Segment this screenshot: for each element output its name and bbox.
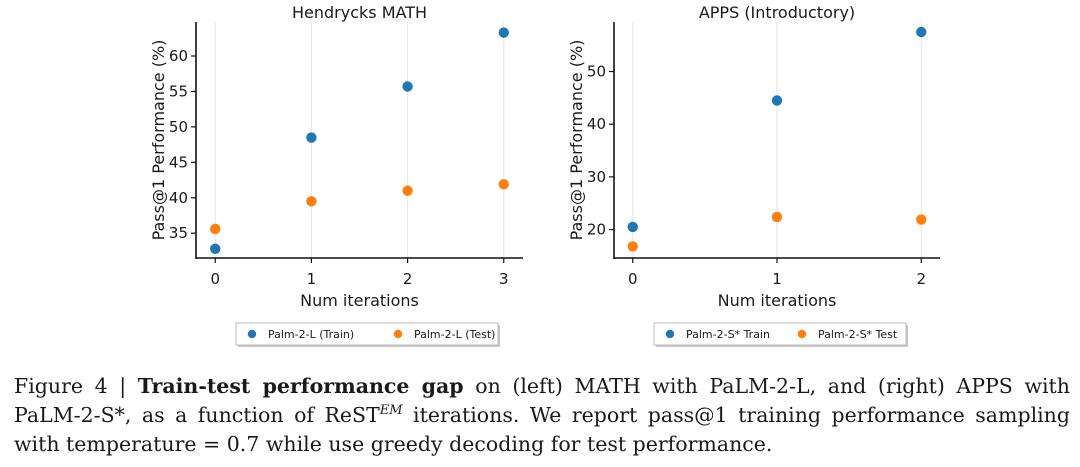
apps-y-tick-label: 40 bbox=[587, 115, 606, 133]
apps-y-tick-label: 20 bbox=[587, 221, 606, 239]
apps-y-axis-label: Pass@1 Performance (%) bbox=[567, 40, 586, 241]
apps-x-axis-label: Num iterations bbox=[718, 291, 837, 310]
apps-legend: Palm-2-S* Train Palm-2-S* Test bbox=[653, 322, 908, 347]
apps-x-tick-label: 2 bbox=[916, 270, 926, 288]
caption-text-part1: on (left) MATH with PaLM-2-L, and (right… bbox=[14, 374, 1070, 427]
math-x-axis-label: Num iterations bbox=[300, 291, 419, 310]
apps-chart: 20 30 40 50 0 1 2 APPS (Introductory) Num iterat… bbox=[567, 3, 940, 347]
math-legend-label-train: Palm-2-L (Train) bbox=[268, 328, 354, 341]
math-x-tick-label: 2 bbox=[403, 270, 413, 288]
apps-point-train bbox=[627, 221, 638, 233]
math-y-tick-label: 50 bbox=[169, 118, 188, 136]
math-legend-box bbox=[235, 322, 499, 346]
apps-chart-title: APPS (Introductory) bbox=[699, 3, 855, 22]
apps-x-tick-label: 0 bbox=[628, 270, 638, 288]
math-y-tick-label: 45 bbox=[169, 153, 188, 171]
apps-legend-box bbox=[653, 322, 907, 346]
apps-y-tick-label: 30 bbox=[587, 168, 606, 186]
apps-x-tick-label: 1 bbox=[772, 270, 782, 288]
apps-point-train bbox=[771, 95, 783, 106]
math-point-train bbox=[210, 243, 221, 254]
math-point-test bbox=[402, 185, 413, 196]
math-legend-marker-test bbox=[393, 329, 403, 339]
math-chart-title: Hendrycks MATH bbox=[292, 3, 427, 22]
math-point-train bbox=[306, 132, 317, 143]
apps-point-test bbox=[771, 211, 783, 223]
math-point-test bbox=[210, 223, 221, 235]
math-x-tick-label: 1 bbox=[307, 270, 317, 288]
apps-legend-label-test: Palm-2-S* Test bbox=[818, 328, 898, 341]
math-x-tick-label: 0 bbox=[210, 270, 220, 288]
math-point-test bbox=[306, 196, 317, 207]
apps-y-tick-label: 50 bbox=[587, 63, 606, 81]
math-y-tick-label: 60 bbox=[169, 47, 188, 65]
apps-point-train bbox=[916, 26, 927, 38]
math-y-tick-label: 40 bbox=[169, 189, 188, 207]
apps-legend-label-train: Palm-2-S* Train bbox=[686, 328, 770, 341]
math-point-train bbox=[402, 81, 413, 92]
math-legend: Palm-2-L (Train) Palm-2-L (Test) bbox=[235, 322, 500, 347]
math-y-tick-label: 55 bbox=[169, 82, 188, 100]
math-point-train bbox=[498, 27, 509, 38]
caption-superscript: EM bbox=[379, 403, 403, 419]
caption-bold-heading: Train-test performance gap bbox=[137, 374, 464, 398]
caption-prefix: Figure 4 | bbox=[14, 374, 138, 398]
math-x-tick-label: 3 bbox=[499, 270, 509, 288]
apps-point-test bbox=[916, 214, 927, 225]
apps-point-test bbox=[627, 241, 638, 252]
math-point-test bbox=[498, 179, 509, 190]
math-chart: 35 40 45 50 55 60 0 1 2 3 Hendrycks MATH Num iterat… bbox=[149, 3, 523, 347]
apps-legend-marker-train bbox=[665, 329, 675, 339]
caption-text-part2: iterations. We report pass@1 training pe… bbox=[14, 403, 1071, 456]
apps-legend-marker-test bbox=[797, 329, 807, 339]
math-y-tick-label: 35 bbox=[169, 224, 188, 242]
figure-caption: Figure 4 | Train-test performance gap on… bbox=[14, 372, 1070, 459]
math-legend-marker-train bbox=[247, 329, 257, 339]
math-y-axis-label: Pass@1 Performance (%) bbox=[149, 40, 168, 241]
figure: 35 40 45 50 55 60 0 1 2 3 Hendrycks MATH Num iterat… bbox=[149, 3, 940, 347]
math-legend-label-test: Palm-2-L (Test) bbox=[414, 328, 495, 341]
